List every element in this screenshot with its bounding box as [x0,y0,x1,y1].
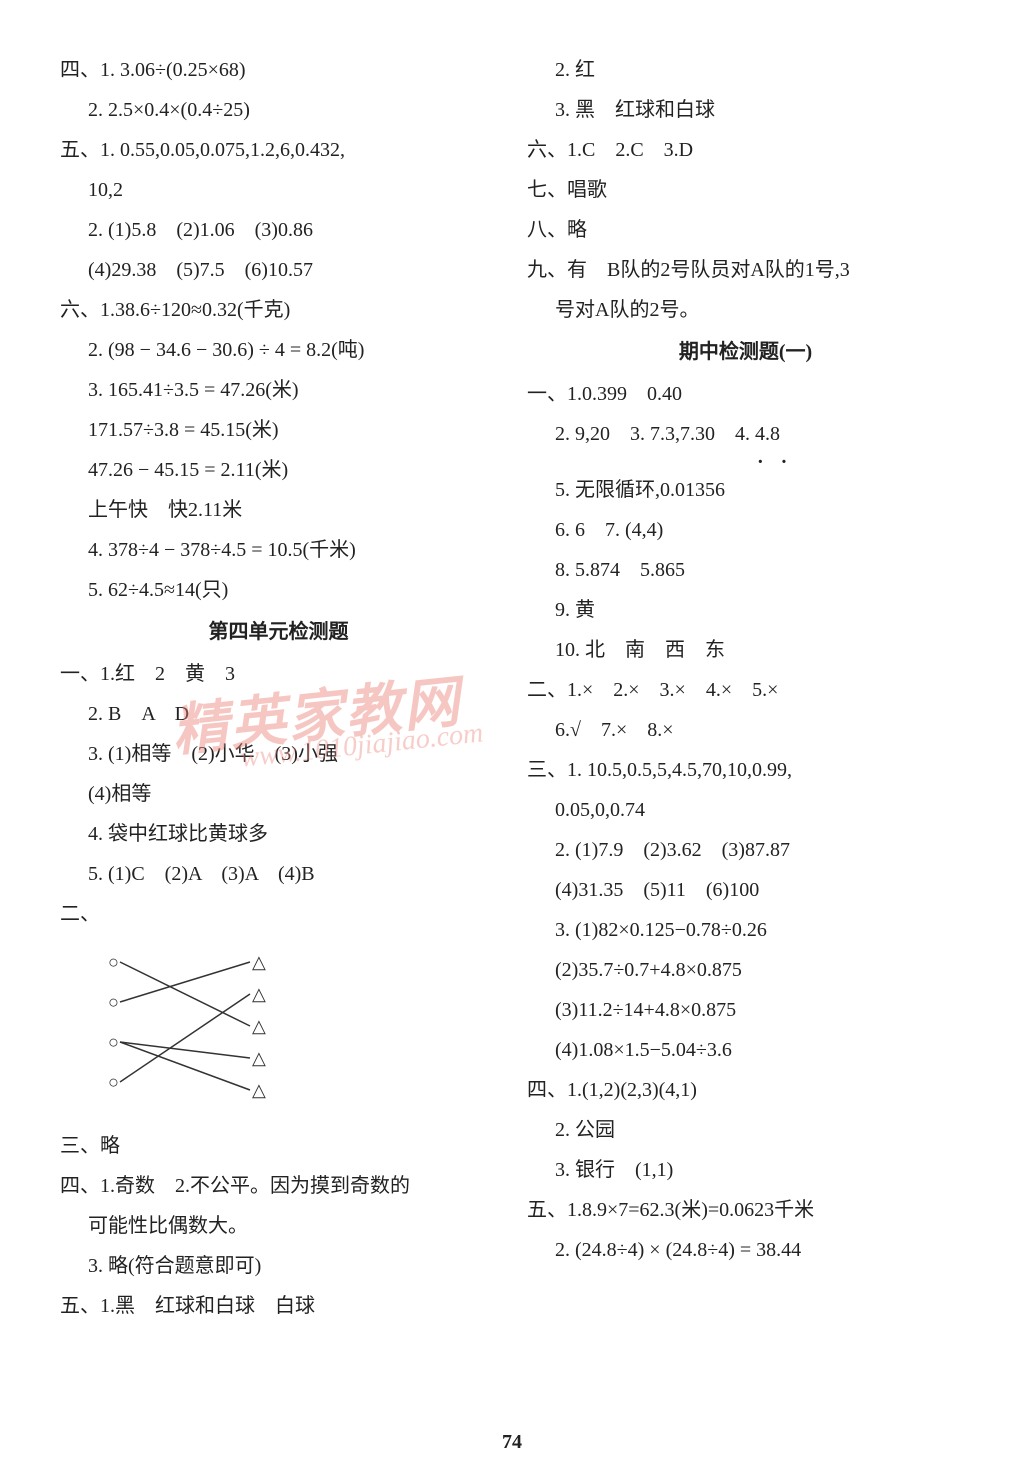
text-line: 3. 165.41÷3.5 = 47.26(米) [60,370,497,410]
text-line: 2. 红 [527,50,964,90]
text-line: 五、1.黑 红球和白球 白球 [60,1286,497,1326]
text-line: 三、1. 10.5,0.5,5,4.5,70,10,0.99, [527,750,964,790]
text-line: 3. 略(符合题意即可) [60,1246,497,1286]
svg-text:○: ○ [108,1072,119,1092]
text-line: 八、略 [527,210,964,250]
text-line: 0.05,0,0.74 [527,790,964,830]
text-line: 4. 袋中红球比黄球多 [60,814,497,854]
text-line: 8. 5.874 5.865 [527,550,964,590]
text-line: 一、1.红 2 黄 3 [60,654,497,694]
text-line: 5. 62÷4.5≈14(只) [60,570,497,610]
svg-text:△: △ [252,952,266,972]
text-line: 2. (1)7.9 (2)3.62 (3)87.87 [527,830,964,870]
page-number: 74 [0,1431,1024,1454]
text-line: 3. (1)相等 (2)小华 (3)小强 [60,734,497,774]
text-line: 六、1.C 2.C 3.D [527,130,964,170]
text-line: 四、1.奇数 2.不公平。因为摸到奇数的 [60,1166,497,1206]
text-line: 2. (24.8÷4) × (24.8÷4) = 38.44 [527,1230,964,1270]
text-line: 2. 9,20 3. 7.3,7.30 4. 4.8 [527,414,964,454]
text-line: 5. (1)C (2)A (3)A (4)B [60,854,497,894]
text-line: (2)35.7÷0.7+4.8×0.875 [527,950,964,990]
text-line: 4. 378÷4 − 378÷4.5 = 10.5(千米) [60,530,497,570]
text-line: 3. (1)82×0.125−0.78÷0.26 [527,910,964,950]
text-line: 5. 无限循环,0.01356 [527,470,964,510]
text-line: 2. (1)5.8 (2)1.06 (3)0.86 [60,210,497,250]
text-line: 五、1. 0.55,0.05,0.075,1.2,6,0.432, [60,130,497,170]
right-column: 2. 红 3. 黑 红球和白球 六、1.C 2.C 3.D 七、唱歌 八、略 九… [527,50,964,1446]
text-line: 三、略 [60,1126,497,1166]
text-line: 二、1.× 2.× 3.× 4.× 5.× [527,670,964,710]
matching-diagram: ○ ○ ○ ○ △ △ △ △ △ [100,942,497,1118]
text-line: 171.57÷3.8 = 45.15(米) [60,410,497,450]
text-line: 47.26 − 45.15 = 2.11(米) [60,450,497,490]
text-line: 10. 北 南 西 东 [527,630,964,670]
text-line: 二、 [60,894,497,934]
text-line: 2. 2.5×0.4×(0.4÷25) [60,90,497,130]
text-line: 2. (98 − 34.6 − 30.6) ÷ 4 = 8.2(吨) [60,330,497,370]
page-content: 四、1. 3.06÷(0.25×68) 2. 2.5×0.4×(0.4÷25) … [60,50,964,1446]
section-heading: 第四单元检测题 [60,610,497,654]
text-line: 号对A队的2号。 [527,290,964,330]
text-line: (4)29.38 (5)7.5 (6)10.57 [60,250,497,290]
section-heading: 期中检测题(一) [527,330,964,374]
text-line: (4)1.08×1.5−5.04÷3.6 [527,1030,964,1070]
left-column: 四、1. 3.06÷(0.25×68) 2. 2.5×0.4×(0.4÷25) … [60,50,497,1446]
text-line: 6.√ 7.× 8.× [527,710,964,750]
text-line: 九、有 B队的2号队员对A队的1号,3 [527,250,964,290]
text-line: 五、1.8.9×7=62.3(米)=0.0623千米 [527,1190,964,1230]
text-line: 9. 黄 [527,590,964,630]
svg-text:△: △ [252,1080,266,1100]
svg-text:○: ○ [108,992,119,1012]
text-line: (4)31.35 (5)11 (6)100 [527,870,964,910]
text-line: (4)相等 [60,774,497,814]
text-line: 六、1.38.6÷120≈0.32(千克) [60,290,497,330]
svg-text:△: △ [252,1016,266,1036]
svg-text:○: ○ [108,1032,119,1052]
text-line: 2. 公园 [527,1110,964,1150]
text-line: 6. 6 7. (4,4) [527,510,964,550]
text-line: 上午快 快2.11米 [60,490,497,530]
text-line: 3. 银行 (1,1) [527,1150,964,1190]
text-line: 可能性比偶数大。 [60,1206,497,1246]
text-line: 一、1.0.399 0.40 [527,374,964,414]
text-line: (3)11.2÷14+4.8×0.875 [527,990,964,1030]
recurring-dots: · · [527,454,964,470]
svg-text:△: △ [252,984,266,1004]
text-line: 2. B A D [60,694,497,734]
text-line: 七、唱歌 [527,170,964,210]
text-line: 四、1.(1,2)(2,3)(4,1) [527,1070,964,1110]
svg-text:△: △ [252,1048,266,1068]
svg-text:○: ○ [108,952,119,972]
text-line: 3. 黑 红球和白球 [527,90,964,130]
text-line: 四、1. 3.06÷(0.25×68) [60,50,497,90]
text-line: 10,2 [60,170,497,210]
